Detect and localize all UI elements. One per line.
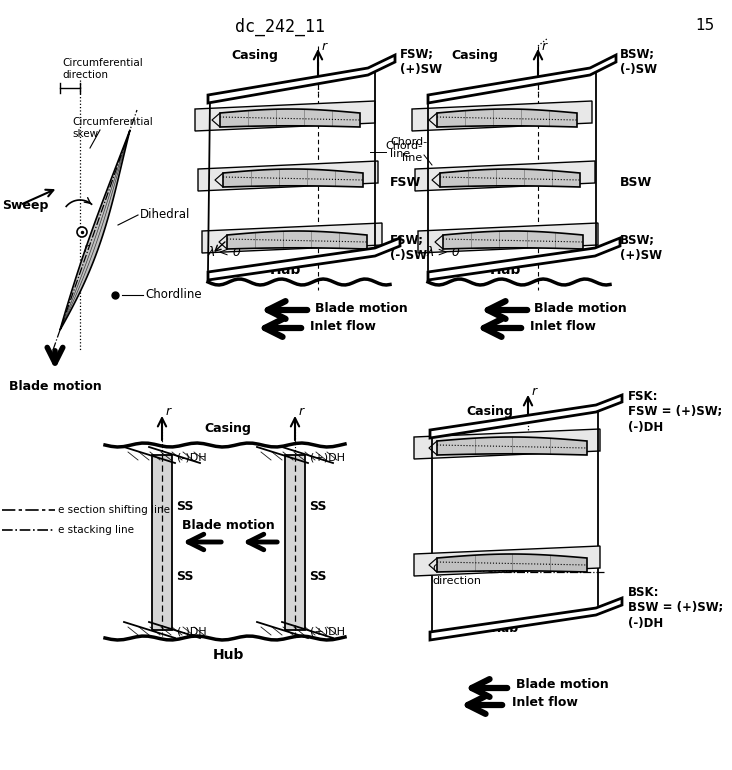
Text: Blade motion: Blade motion — [9, 380, 101, 393]
Text: Chord-
line: Chord- line — [385, 141, 422, 162]
Polygon shape — [223, 169, 363, 187]
Text: SS: SS — [176, 500, 193, 514]
Text: Circumferential
direction: Circumferential direction — [62, 59, 143, 80]
Text: BSW: BSW — [620, 176, 652, 189]
Text: Blade motion: Blade motion — [315, 302, 408, 314]
Text: r: r — [299, 405, 304, 418]
Text: Blade motion: Blade motion — [534, 302, 627, 314]
Text: SS: SS — [309, 500, 326, 514]
Text: Hub: Hub — [491, 621, 519, 634]
Text: r: r — [322, 40, 327, 53]
Text: BSK:
BSW = (+)SW;
(-)DH: BSK: BSW = (+)SW; (-)DH — [628, 587, 723, 630]
Text: Blade motion: Blade motion — [516, 678, 609, 691]
Text: Casing: Casing — [204, 422, 251, 435]
Text: Chord-
line: Chord- line — [390, 137, 427, 159]
Bar — [152, 455, 172, 630]
Text: Chordline: Chordline — [145, 289, 201, 302]
Text: FSW;
(+)SW: FSW; (+)SW — [400, 48, 442, 76]
Text: Blade motion: Blade motion — [182, 519, 274, 532]
Text: r: r — [84, 242, 89, 255]
Text: Casing: Casing — [466, 406, 513, 419]
Text: 15: 15 — [695, 18, 715, 33]
Polygon shape — [443, 231, 583, 249]
Text: FSK:
FSW = (+)SW;
(-)DH: FSK: FSW = (+)SW; (-)DH — [628, 390, 722, 434]
Text: Sweep: Sweep — [2, 199, 48, 212]
Text: r: r — [166, 405, 171, 418]
Polygon shape — [227, 231, 367, 249]
Polygon shape — [195, 101, 375, 131]
Polygon shape — [220, 109, 360, 127]
Polygon shape — [440, 169, 580, 187]
Polygon shape — [198, 161, 378, 191]
Text: BSW;
(+)SW: BSW; (+)SW — [620, 234, 662, 262]
Text: Inlet flow: Inlet flow — [512, 695, 578, 708]
Polygon shape — [415, 161, 595, 191]
Polygon shape — [428, 55, 616, 103]
Text: Hub: Hub — [212, 648, 244, 662]
Text: Inlet flow: Inlet flow — [310, 320, 376, 333]
Text: SS: SS — [176, 571, 193, 584]
Polygon shape — [418, 223, 598, 253]
Polygon shape — [430, 598, 622, 640]
Text: r: r — [542, 40, 547, 53]
Polygon shape — [208, 238, 400, 280]
Text: BSW;
(-)SW: BSW; (-)SW — [620, 48, 657, 76]
Text: FSW;
(-)SW: FSW; (-)SW — [390, 234, 427, 262]
Text: Inlet flow: Inlet flow — [530, 320, 596, 333]
Polygon shape — [208, 55, 395, 103]
Text: Casing: Casing — [231, 49, 278, 62]
Text: Hub: Hub — [489, 263, 520, 277]
Text: (-)DH: (-)DH — [177, 627, 206, 637]
Text: λ < 0: λ < 0 — [208, 246, 242, 259]
Text: SS: SS — [309, 571, 326, 584]
Polygon shape — [428, 238, 620, 280]
Text: Casing: Casing — [452, 49, 498, 62]
Text: Dihedral: Dihedral — [140, 209, 190, 222]
Text: (+)DH: (+)DH — [310, 627, 345, 637]
Text: e stacking line: e stacking line — [58, 525, 134, 535]
Text: r: r — [532, 385, 537, 398]
Text: FSW: FSW — [390, 176, 421, 189]
Polygon shape — [202, 223, 382, 253]
Text: (-)DH: (-)DH — [177, 452, 206, 462]
Bar — [285, 455, 305, 630]
Polygon shape — [60, 130, 130, 330]
Text: Circumferential
skew: Circumferential skew — [72, 117, 153, 139]
Polygon shape — [437, 437, 587, 455]
Text: dc_242_11: dc_242_11 — [235, 18, 325, 36]
Polygon shape — [430, 395, 622, 438]
Polygon shape — [414, 429, 600, 459]
Polygon shape — [437, 109, 577, 127]
Polygon shape — [437, 554, 587, 572]
Text: e section shifting line: e section shifting line — [58, 505, 170, 515]
Circle shape — [77, 227, 87, 237]
Text: Hub: Hub — [269, 263, 301, 277]
Text: Circumferential
direction: Circumferential direction — [432, 564, 518, 586]
Polygon shape — [412, 101, 592, 131]
Text: (+)DH: (+)DH — [310, 452, 345, 462]
Text: λ > 0: λ > 0 — [427, 246, 461, 259]
Polygon shape — [414, 546, 600, 576]
